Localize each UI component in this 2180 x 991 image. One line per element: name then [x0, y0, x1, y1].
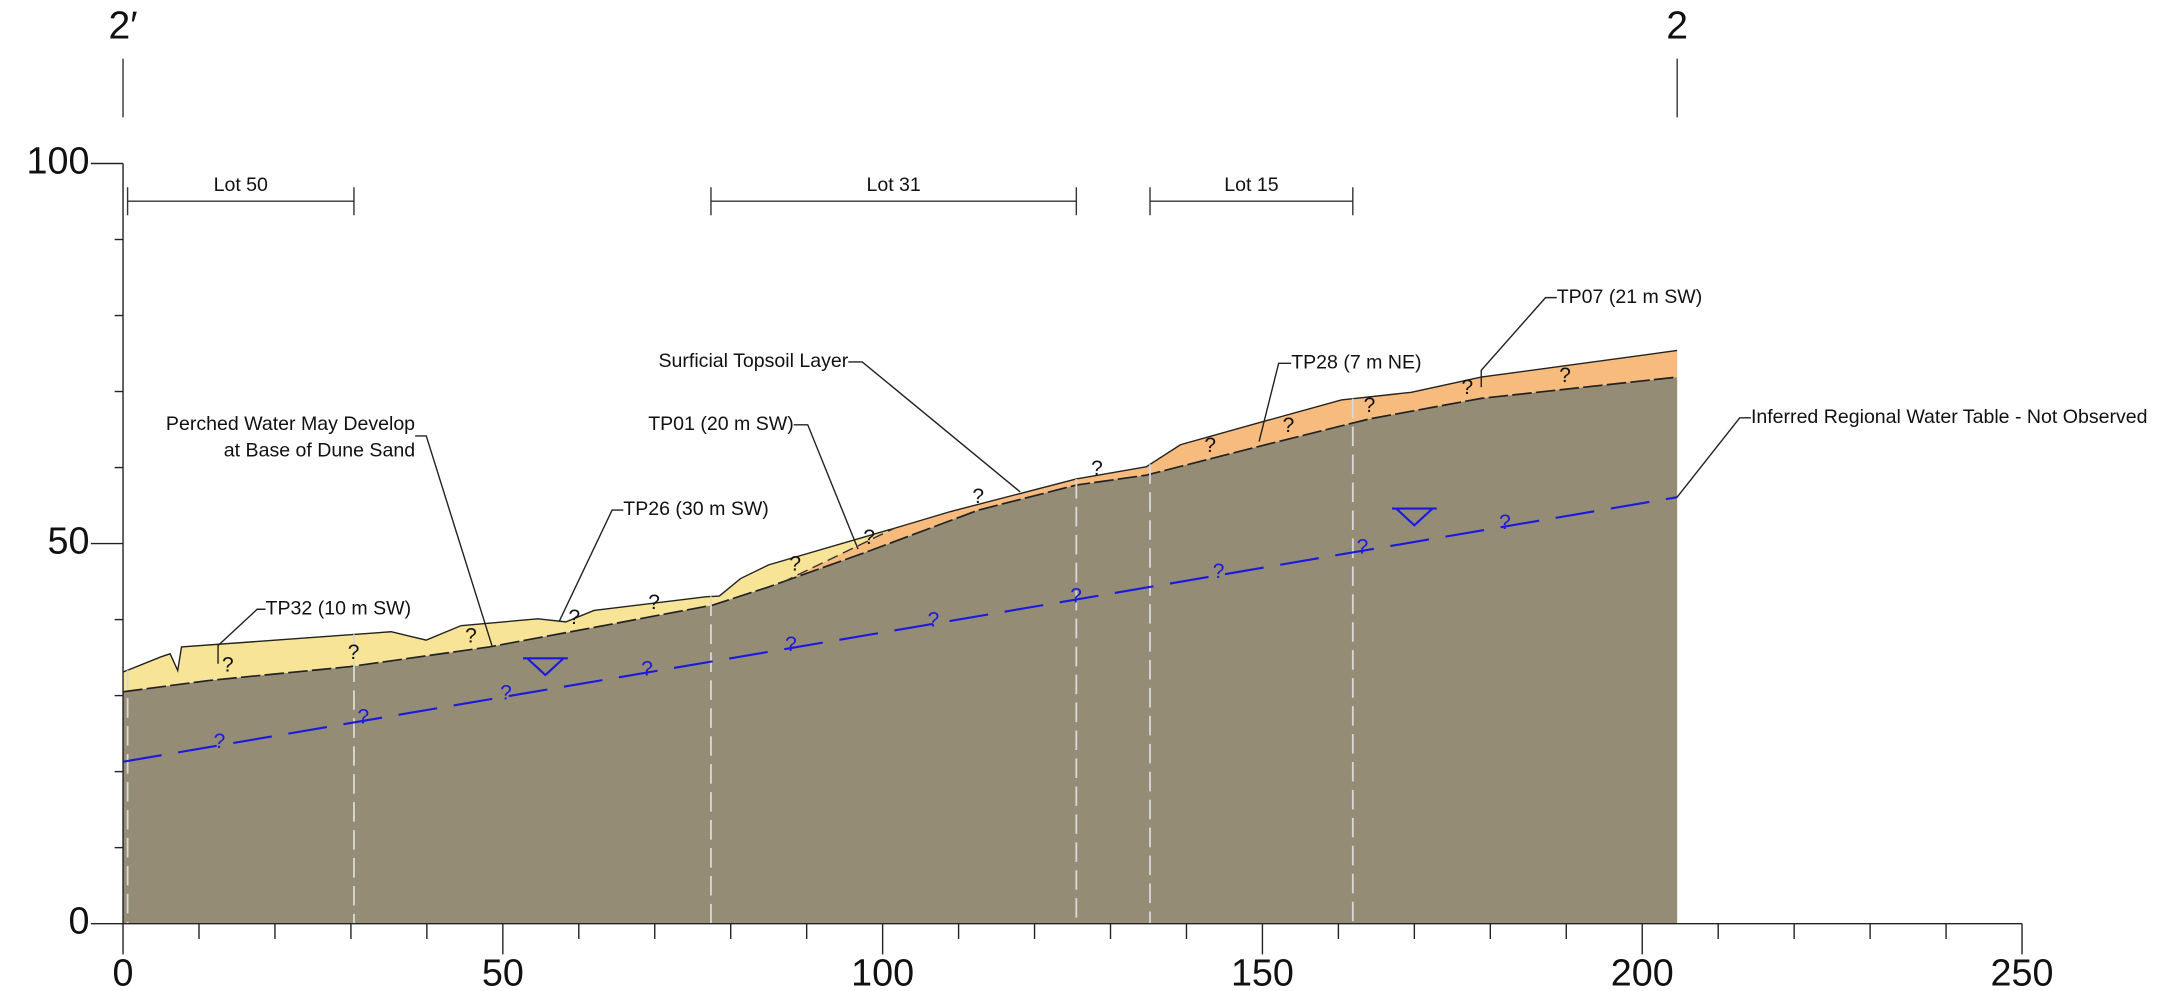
water-level-symbol	[523, 657, 568, 677]
annotation: TP07 (21 m SW)	[1557, 286, 1703, 308]
uncertainty-marker: ?	[465, 624, 477, 647]
leader-line	[1676, 417, 1751, 498]
lot-label: Lot 31	[866, 174, 920, 196]
dune-sand-base	[122, 376, 1678, 693]
lot-extent	[126, 187, 355, 216]
section-marker-label: 2	[1666, 4, 1688, 47]
x-tick-label: 50	[482, 951, 524, 991]
x-tick-label: 250	[1991, 951, 2054, 991]
water-level-symbol	[1391, 507, 1437, 527]
leader-line	[217, 608, 266, 664]
bedrock-layer	[123, 377, 1678, 924]
water-table	[122, 496, 1678, 763]
annotation: TP26 (30 m SW)	[623, 498, 769, 520]
uncertainty-marker: ?	[348, 641, 360, 664]
dune-sand-layer	[123, 528, 895, 692]
uncertainty-marker: ?	[1213, 560, 1225, 583]
leader-line	[1258, 362, 1292, 442]
uncertainty-marker: ?	[214, 730, 226, 753]
uncertainty-marker: ?	[789, 552, 801, 575]
leader-line	[793, 424, 859, 550]
uncertainty-marker: ?	[358, 706, 370, 729]
leader-line	[558, 509, 624, 623]
lot-label: Lot 50	[214, 174, 268, 196]
leader-line	[848, 361, 1021, 493]
annotation: TP28 (7 m NE)	[1291, 351, 1421, 373]
uncertainty-marker: ?	[1204, 434, 1216, 457]
uncertainty-marker: ?	[641, 657, 653, 680]
uncertainty-marker: ?	[500, 681, 512, 704]
x-tick-label: 100	[851, 951, 914, 991]
leader-line	[415, 435, 493, 646]
x-tick-label: 200	[1611, 951, 1674, 991]
uncertainty-marker: ?	[928, 609, 940, 632]
leader-line	[1480, 296, 1557, 388]
uncertainty-marker: ?	[569, 606, 581, 629]
annotation: at Base of Dune Sand	[224, 440, 415, 462]
annotation: Surficial Topsoil Layer	[658, 350, 848, 372]
y-tick-label: 50	[48, 520, 90, 562]
topsoil-layer	[782, 350, 1678, 583]
lot-extent	[1149, 187, 1354, 216]
annotation: Perched Water May Develop	[166, 413, 415, 435]
uncertainty-marker: ?	[1070, 584, 1082, 607]
uncertainty-marker: ?	[648, 591, 660, 614]
uncertainty-marker: ?	[1559, 364, 1571, 387]
uncertainty-marker: ?	[1499, 511, 1511, 534]
uncertainty-marker: ?	[863, 526, 875, 549]
ground-surface	[122, 349, 1678, 673]
annotation: TP32 (10 m SW)	[266, 597, 412, 619]
uncertainty-marker: ?	[1364, 394, 1376, 417]
uncertainty-marker: ?	[785, 633, 797, 656]
uncertainty-marker: ?	[972, 485, 984, 508]
uncertainty-marker: ?	[1091, 457, 1103, 480]
y-tick-label: 100	[27, 139, 90, 181]
x-tick-label: 150	[1231, 951, 1294, 991]
lot-extent	[710, 187, 1078, 216]
lot-label: Lot 15	[1224, 174, 1278, 196]
uncertainty-marker: ?	[1461, 376, 1473, 399]
annotation: TP01 (20 m SW)	[648, 413, 794, 435]
x-tick-label: 0	[113, 951, 134, 991]
section-marker-label: 2′	[108, 4, 137, 47]
annotation: Inferred Regional Water Table - Not Obse…	[1751, 406, 2148, 428]
uncertainty-marker: ?	[222, 654, 234, 677]
y-tick-label: 0	[69, 900, 90, 942]
topsoil-base	[782, 527, 895, 583]
uncertainty-marker: ?	[1357, 536, 1369, 559]
uncertainty-marker: ?	[1283, 414, 1295, 437]
